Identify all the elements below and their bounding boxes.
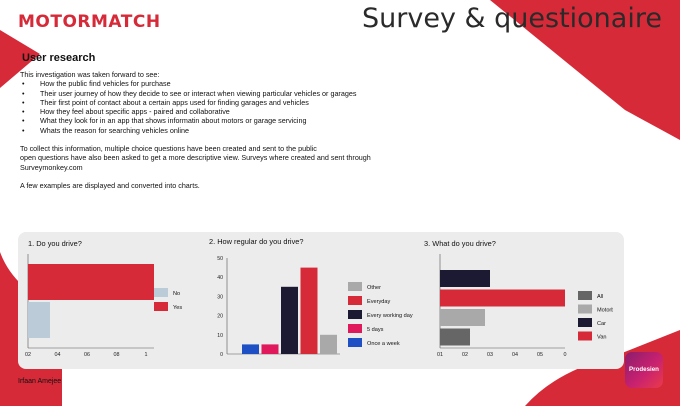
bar-5-days	[261, 344, 279, 354]
legend-label-all: All	[597, 294, 603, 300]
legend-label-once-a-week: Once a week	[367, 341, 400, 347]
y-tick-label: 20	[217, 314, 223, 320]
bar-all	[440, 289, 565, 307]
legend-label-car: Car	[597, 321, 606, 327]
x-tick-label: 06	[84, 352, 90, 358]
intro-bullet-list: How the public find vehicles for purchas…	[20, 79, 540, 135]
bar-car	[440, 270, 490, 287]
legend-swatch-everyday	[348, 296, 362, 305]
legend-swatch-every-working-day	[348, 310, 362, 319]
y-tick-label: 40	[217, 275, 223, 281]
top-left-red-triangle	[0, 30, 40, 88]
chart-1-do-you-drive: 02 04 06 08 1 No Yes	[25, 254, 182, 358]
bar-every-working-day	[281, 286, 298, 354]
bar-no	[28, 302, 50, 338]
intro-bullet: How they feel about specific apps - pair…	[22, 107, 540, 117]
legend-label-5-days: 5 days	[367, 327, 384, 333]
intro-text: This investigation was taken forward to …	[20, 70, 540, 190]
x-tick-label: 01	[437, 352, 443, 358]
legend-swatch-motorbike	[578, 304, 592, 314]
x-tick-label: 04	[55, 352, 61, 358]
legend-swatch-car	[578, 318, 592, 327]
brand-logo: MOTORMATCH	[18, 12, 161, 32]
x-tick-label: 02	[25, 352, 31, 358]
chart-2-title: 2. How regular do you drive?	[209, 237, 304, 246]
legend-label-motorbike: Motorbike	[597, 308, 613, 314]
legend-label-other: Other	[367, 285, 381, 291]
legend-label-yes: Yes	[173, 305, 182, 311]
page-title: Survey & questionaire	[362, 3, 662, 34]
y-tick-label: 30	[217, 294, 223, 300]
legend-label-every-working-day: Every working day	[367, 313, 413, 319]
intro-bullet: How the public find vehicles for purchas…	[22, 79, 540, 89]
chart-2-how-regular: 0 10 20 30 40 50 Other Everyday Every working da…	[217, 256, 413, 358]
y-tick-label: 50	[217, 256, 223, 262]
x-tick-label: 02	[462, 352, 468, 358]
intro-bullet: Their first point of contact about a cer…	[22, 98, 540, 108]
x-tick-label: 08	[114, 352, 120, 358]
legend-swatch-van	[578, 331, 592, 341]
intro-bullet: Whats the reason for searching vehicles …	[22, 126, 540, 136]
bar-other	[320, 334, 337, 354]
intro-paragraph-line: To collect this information, multiple ch…	[20, 144, 317, 154]
charts-panel: 1. Do you drive? 2. How regular do you d…	[18, 232, 624, 369]
legend-swatch-yes	[154, 302, 168, 311]
y-tick-label: 10	[217, 333, 223, 339]
intro-bullet: Their user journey of how they decide to…	[22, 89, 540, 99]
legend-swatch-no	[154, 288, 168, 297]
intro-paragraph-line: Surveymonkey.com	[20, 162, 83, 172]
badge-label: Prodesien	[629, 366, 659, 373]
legend-swatch-other	[348, 282, 362, 291]
bar-once-a-week	[242, 344, 259, 354]
x-tick-label: 03	[487, 352, 493, 358]
intro-paragraph-line: open questions have also been asked to g…	[20, 153, 371, 163]
chart-3-title: 3. What do you drive?	[424, 239, 496, 248]
x-tick-label: 0	[564, 352, 567, 358]
top-right-red-shape	[490, 0, 680, 140]
x-tick-label: 05	[537, 352, 543, 358]
legend-swatch-once-a-week	[348, 338, 362, 347]
bar-everyday	[300, 267, 318, 354]
legend-swatch-5-days	[348, 324, 362, 333]
prodesien-app-badge[interactable]: Prodesien	[625, 352, 663, 388]
author-name: Irfaan Amejee	[18, 378, 62, 385]
intro-closing: A few examples are displayed and convert…	[20, 180, 200, 190]
chart-3-what-do-you-drive: 01 02 03 04 05 0 All Motorbike Car Van	[437, 254, 613, 358]
intro-lead: This investigation was taken forward to …	[20, 70, 160, 79]
intro-bullet: What they look for in an app that shows …	[22, 116, 540, 126]
y-tick-label: 0	[220, 352, 223, 358]
section-title: User research	[22, 52, 96, 64]
chart-1-title: 1. Do you drive?	[28, 239, 82, 248]
legend-label-no: No	[173, 291, 180, 297]
legend-swatch-all	[578, 291, 592, 300]
legend-label-van: Van	[597, 335, 607, 341]
x-tick-label: 1	[145, 352, 148, 358]
bar-yes	[28, 264, 154, 300]
x-tick-label: 04	[512, 352, 518, 358]
bar-van	[440, 328, 470, 346]
bar-motorbike	[440, 309, 485, 326]
legend-label-everyday: Everyday	[367, 299, 391, 305]
